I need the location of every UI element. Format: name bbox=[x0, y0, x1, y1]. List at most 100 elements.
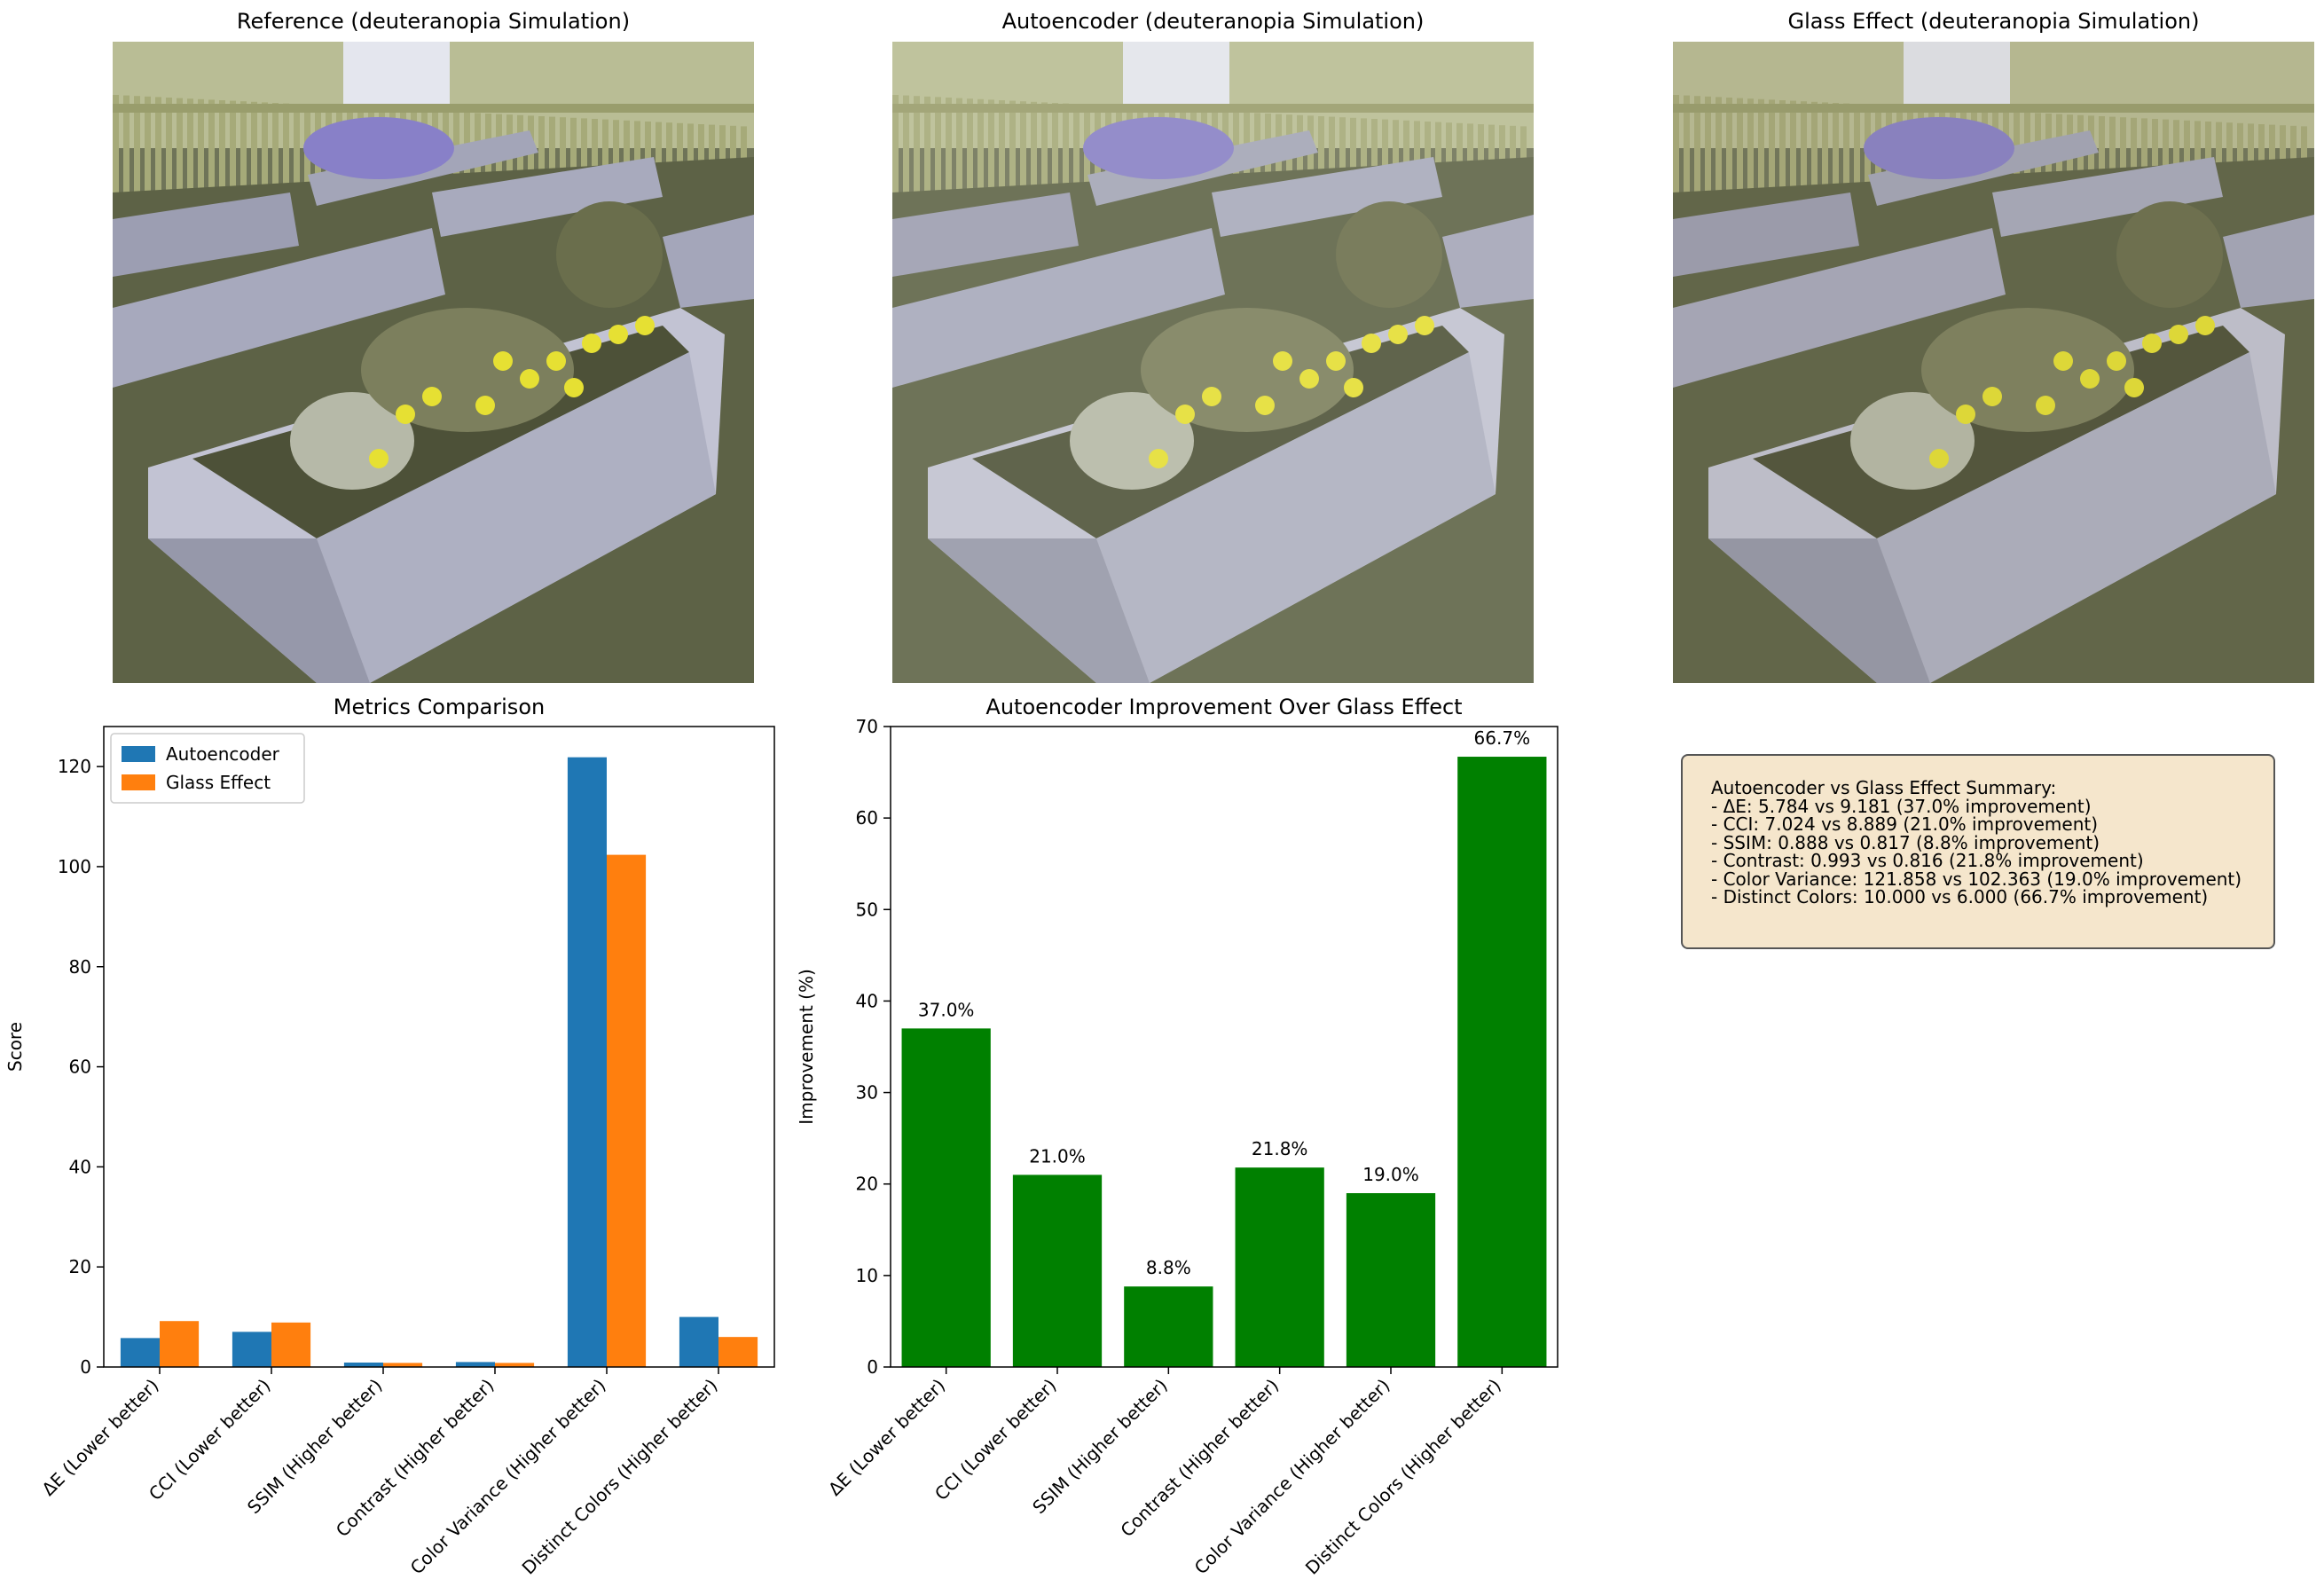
bar bbox=[343, 1362, 383, 1367]
flowers bbox=[1929, 316, 2215, 468]
x-tick-label: Distinct Colors (Higher better) bbox=[518, 1375, 722, 1579]
tall-plants bbox=[1336, 201, 1442, 308]
x-tick-label: Color Variance (Higher better) bbox=[1190, 1375, 1394, 1579]
chart-title: Metrics Comparison bbox=[334, 695, 545, 719]
y-tick-label: 20 bbox=[856, 1174, 878, 1195]
shed-wall bbox=[1904, 42, 2010, 104]
bar-value-label: 21.0% bbox=[1029, 1145, 1086, 1167]
bar bbox=[679, 1316, 718, 1367]
bed-side bbox=[1877, 352, 2276, 683]
raised-bed-left-back bbox=[113, 192, 299, 277]
image-title-glass-effect: Glass Effect (deuteranopia Simulation) bbox=[1787, 9, 2200, 34]
legend-box bbox=[110, 733, 305, 804]
raised-bed-right bbox=[663, 215, 754, 308]
plot-frame bbox=[890, 726, 1558, 1368]
y-tick-label: 60 bbox=[69, 1057, 91, 1078]
raised-bed-left bbox=[892, 228, 1225, 388]
shed-wall bbox=[1123, 42, 1229, 104]
improvement-chart: Autoencoder Improvement Over Glass Effec… bbox=[796, 695, 1558, 1579]
summary-line: Autoencoder vs Glass Effect Summary: bbox=[1711, 777, 2057, 798]
tarp bbox=[1083, 117, 1234, 179]
x-tick-label: Color Variance (Higher better) bbox=[406, 1375, 610, 1579]
tint-overlay bbox=[892, 42, 1534, 683]
metrics-comparison-chart: Metrics Comparison Score 0 20 40 60 80 100 120 ΔE… bbox=[4, 695, 775, 1579]
raised-bed-middle bbox=[432, 157, 663, 237]
y-axis-label: Improvement (%) bbox=[796, 969, 817, 1125]
bed-end bbox=[148, 538, 370, 683]
tint-overlay bbox=[1673, 42, 2314, 683]
bar bbox=[120, 1338, 160, 1367]
y-tick-label: 120 bbox=[58, 756, 91, 777]
bar bbox=[567, 757, 607, 1367]
bars bbox=[901, 757, 1547, 1367]
bar bbox=[495, 1363, 535, 1367]
y-tick-label: 50 bbox=[856, 899, 878, 920]
x-tick-label: ΔE (Lower better) bbox=[37, 1375, 162, 1500]
summary-line: - ΔE: 5.784 vs 9.181 (37.0% improvement) bbox=[1711, 795, 2092, 817]
summary-line: - Distinct Colors: 10.000 vs 6.000 (66.7… bbox=[1711, 886, 2209, 907]
image-title-reference: Reference (deuteranopia Simulation) bbox=[236, 9, 631, 34]
plants bbox=[1921, 308, 2134, 432]
raised-bed-middle bbox=[1992, 157, 2223, 237]
tarp bbox=[1864, 117, 2014, 179]
bars bbox=[120, 757, 758, 1367]
raised-bed-left-back bbox=[892, 192, 1079, 277]
y-tick-label: 0 bbox=[867, 1356, 878, 1378]
legend-swatch bbox=[122, 774, 155, 790]
summary-line: - Contrast: 0.993 vs 0.816 (21.8% improv… bbox=[1711, 850, 2144, 871]
legend: Autoencoder Glass Effect bbox=[110, 733, 305, 804]
bar bbox=[1012, 1175, 1103, 1367]
raised-bed-right bbox=[1442, 215, 1534, 308]
bar-value-label: 66.7% bbox=[1474, 727, 1531, 749]
plants bbox=[1141, 308, 1354, 432]
tarp bbox=[303, 117, 454, 179]
raised-bed-left bbox=[1673, 228, 2006, 388]
flowers bbox=[1149, 316, 1434, 468]
bar bbox=[1124, 1286, 1213, 1367]
bar bbox=[455, 1362, 495, 1367]
image-title-autoencoder: Autoencoder (deuteranopia Simulation) bbox=[1001, 9, 1425, 34]
summary-line: - CCI: 7.024 vs 8.889 (21.0% improvement… bbox=[1711, 813, 2099, 835]
bar-value-label: 8.8% bbox=[1146, 1257, 1191, 1278]
raised-bed-middle bbox=[1212, 157, 1442, 237]
x-tick-label: ΔE (Lower better) bbox=[824, 1375, 949, 1500]
y-axis-label: Score bbox=[4, 1022, 26, 1072]
y-tick-label: 40 bbox=[856, 990, 878, 1011]
y-tick-label: 20 bbox=[69, 1256, 91, 1277]
y-tick-label: 60 bbox=[856, 807, 878, 829]
plants bbox=[361, 308, 574, 432]
raised-bed-left-back bbox=[1673, 192, 1859, 277]
bar bbox=[718, 1337, 758, 1367]
x-tick-label: Distinct Colors (Higher better) bbox=[1301, 1375, 1505, 1579]
glass-effect-image bbox=[1673, 42, 2314, 683]
legend-label: Autoencoder bbox=[166, 743, 280, 765]
legend-swatch bbox=[122, 746, 155, 762]
bar-value-label: 37.0% bbox=[918, 999, 975, 1020]
bar bbox=[383, 1363, 423, 1367]
bar bbox=[160, 1321, 200, 1367]
bed-end bbox=[1708, 538, 1930, 683]
bar-value-label: 19.0% bbox=[1362, 1164, 1419, 1185]
tall-plants bbox=[2116, 201, 2223, 308]
bar bbox=[901, 1028, 991, 1367]
y-tick-label: 100 bbox=[58, 856, 91, 877]
y-tick-label: 70 bbox=[856, 716, 878, 737]
bar bbox=[1346, 1193, 1436, 1367]
x-tick-label: CCI (Lower better) bbox=[930, 1375, 1061, 1505]
y-tick-label: 30 bbox=[856, 1082, 878, 1104]
legend-label: Glass Effect bbox=[166, 772, 271, 793]
x-tick-label: CCI (Lower better) bbox=[145, 1375, 275, 1505]
autoencoder-image bbox=[892, 42, 1534, 683]
bar bbox=[232, 1332, 271, 1367]
bed-side bbox=[317, 352, 716, 683]
plot-frame bbox=[103, 726, 775, 1368]
shed-wall bbox=[343, 42, 450, 104]
bar bbox=[271, 1322, 311, 1367]
raised-bed-right bbox=[2223, 215, 2314, 308]
summary-line: - Color Variance: 121.858 vs 102.363 (19… bbox=[1711, 868, 2242, 890]
y-tick-label: 10 bbox=[856, 1265, 878, 1286]
bed-end bbox=[928, 538, 1150, 683]
tall-plants bbox=[556, 201, 663, 308]
bed-side bbox=[1096, 352, 1496, 683]
bar bbox=[1235, 1167, 1324, 1367]
